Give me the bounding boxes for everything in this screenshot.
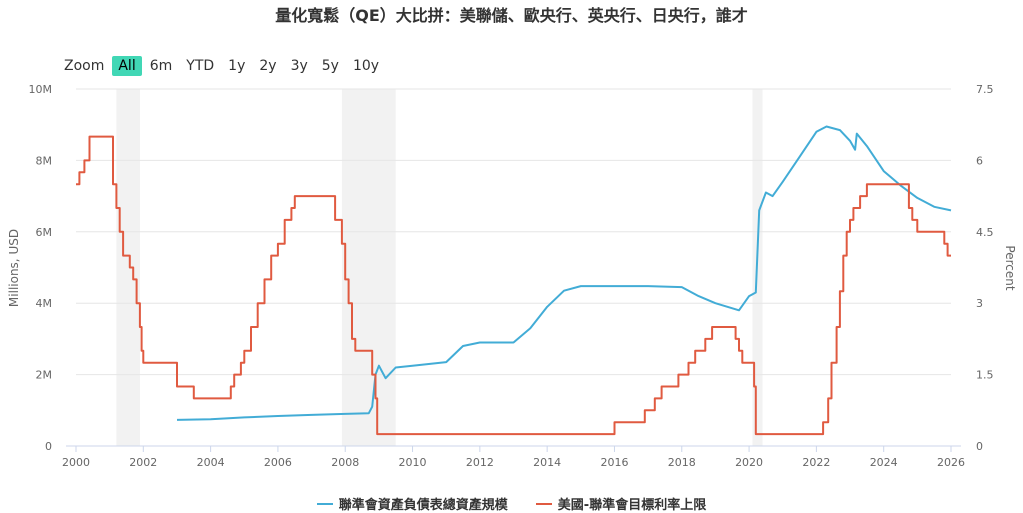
x-tick-label: 2012 xyxy=(466,456,494,469)
y-axis-left-label: Millions, USD xyxy=(7,229,21,307)
x-tick-label: 2016 xyxy=(600,456,628,469)
y-right-tick-label: 0 xyxy=(976,440,983,453)
range-selector: Zoom All 6m YTD 1y 2y 3y 5y 10y xyxy=(64,54,387,78)
y-left-tick-label: 0 xyxy=(45,440,52,453)
x-tick-label: 2020 xyxy=(735,456,763,469)
legend: 聯準會資產負債表總資產規模 美國-聯準會目標利率上限 xyxy=(0,494,1023,513)
y-right-tick-label: 4.5 xyxy=(976,226,994,239)
x-tick-label: 2024 xyxy=(870,456,898,469)
legend-swatch xyxy=(535,502,552,505)
y-left-tick-label: 6M xyxy=(36,226,53,239)
y-left-tick-label: 2M xyxy=(36,369,53,382)
legend-swatch xyxy=(316,502,333,505)
x-tick-label: 2022 xyxy=(802,456,830,469)
y-left-tick-label: 4M xyxy=(36,297,53,310)
x-tick-label: 2018 xyxy=(668,456,696,469)
range-button-ytd[interactable]: YTD xyxy=(186,58,215,74)
range-button-all[interactable]: All xyxy=(112,56,142,76)
range-button-2y[interactable]: 2y xyxy=(259,58,277,74)
y-right-tick-label: 7.5 xyxy=(976,83,994,96)
y-left-tick-label: 10M xyxy=(29,83,53,96)
range-button-10y[interactable]: 10y xyxy=(352,58,380,74)
range-button-3y[interactable]: 3y xyxy=(290,58,308,74)
x-tick-label: 2008 xyxy=(331,456,359,469)
x-tick-label: 2000 xyxy=(62,456,90,469)
range-button-6m[interactable]: 6m xyxy=(149,58,173,74)
legend-item-fed-rate[interactable]: 美國-聯準會目標利率上限 xyxy=(535,494,707,513)
legend-label: 聯準會資產負債表總資產規模 xyxy=(338,498,508,513)
recession-band xyxy=(116,89,140,446)
y-right-tick-label: 3 xyxy=(976,297,983,310)
legend-item-balance-sheet[interactable]: 聯準會資產負債表總資產規模 xyxy=(316,494,508,513)
chart-title: 量化寬鬆（QE）大比拼：美聯儲、歐央行、英央行、日央行，誰才 xyxy=(275,6,748,25)
range-button-5y[interactable]: 5y xyxy=(321,58,339,74)
x-tick-label: 2002 xyxy=(129,456,157,469)
y-right-tick-label: 1.5 xyxy=(976,369,994,382)
series-line-balance-sheet xyxy=(176,125,952,421)
y-right-tick-label: 6 xyxy=(976,154,983,167)
x-tick-label: 2010 xyxy=(399,456,427,469)
y-axis-right-label: Percent xyxy=(1003,245,1017,290)
x-tick-label: 2014 xyxy=(533,456,561,469)
legend-label: 美國-聯準會目標利率上限 xyxy=(557,498,707,513)
zoom-label: Zoom xyxy=(64,58,105,74)
y-left-tick-label: 8M xyxy=(36,154,53,167)
x-tick-label: 2026 xyxy=(937,456,965,469)
series-line-fed-rate xyxy=(76,135,951,436)
range-button-1y[interactable]: 1y xyxy=(228,58,246,74)
recession-band xyxy=(341,89,396,446)
x-tick-label: 2006 xyxy=(264,456,292,469)
x-tick-label: 2004 xyxy=(197,456,225,469)
